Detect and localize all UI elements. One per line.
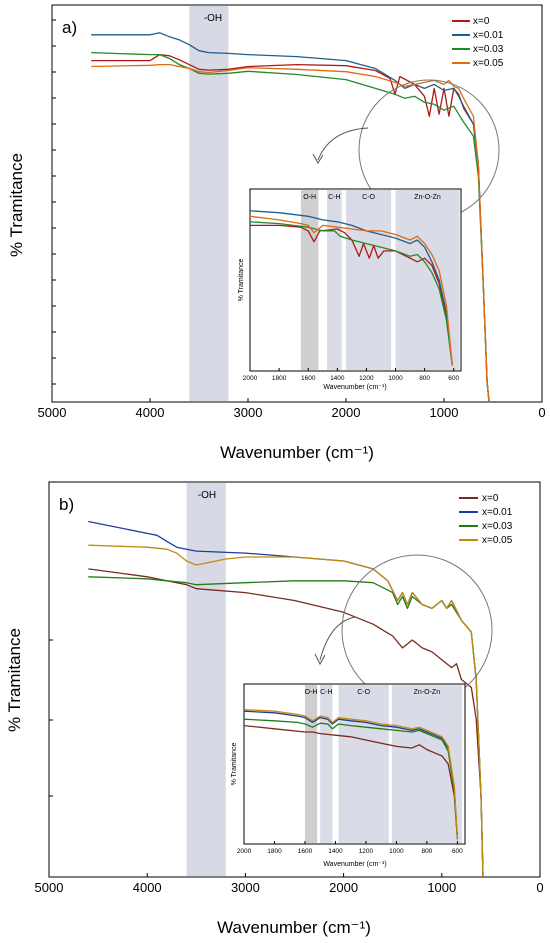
panel-b-inset-x-tick-label: 1600 [298,848,313,855]
panel-b-inset-series-lines [243,708,459,840]
panel-a-inset-ylabel: % Tramitance [238,258,245,301]
panel-b-x-tick-label: 4000 [133,880,162,895]
panel-b-oh-band [186,483,226,876]
panel-a-inset: O-H C-H C-O Zn-O-Zn 2000 1800 1600 1400 1200 100… [238,188,462,391]
panel-b-x-tick-label: 3000 [231,880,260,895]
panel-b-inset-series-line [243,724,459,840]
panel-a-inset-xlabel: Wavenumber (cm⁻¹) [323,384,386,391]
panel-b-label: b) [59,495,74,514]
panel-a-inset-band [300,190,319,370]
panel-a-inset-x-tick-label: 1000 [388,375,403,382]
panel-a-x-tick-label: 0 [538,405,545,420]
panel-b-x-tick-label: 2000 [329,880,358,895]
panel-b-series-line [88,568,484,878]
panel-a-zoom-arrowhead [312,153,324,164]
panel-b-inset-band [304,685,318,843]
panel-b-zoom-arrow [319,616,356,661]
panel-a-inset-ticks: 2000 1800 1600 1400 1200 1000 800 600 [243,368,460,382]
panel-a-inset-x-tick-label: 1600 [301,375,316,382]
panel-b-inset-band-label: C-H [320,689,332,696]
panel-a-x-tick-label: 3000 [234,405,263,420]
panel-b-x-tick-label: 0 [536,880,543,895]
panel-b-x-tick-label: 5000 [35,880,64,895]
panel-a-series-lines [91,32,490,403]
panel-a-ticks: 5000 4000 3000 2000 1000 0 [38,19,546,420]
panel-a-x-tick-label: 5000 [38,405,67,420]
panel-a-inset-x-tick-label: 600 [448,375,459,382]
panel-b-inset-x-tick-label: 600 [452,848,463,855]
legend-label-b-x001: x=0.01 [482,507,513,518]
panel-b-inset: O-H C-H C-O Zn-O-Zn 2000 1800 1600 1400 1200 100… [231,683,466,868]
panel-a-inset-x-tick-label: 1400 [330,375,345,382]
legend-label-b-x003: x=0.03 [482,521,513,532]
panel-a-series-line [91,32,490,403]
panel-a-inset-band-label: O-H [303,194,316,201]
panel-b-x-tick-label: 1000 [427,880,456,895]
panel-b-oh-band-label: -OH [198,490,216,501]
panel-a-inset-band-label: C-O [362,194,375,201]
panel-b-inset-x-tick-label: 1400 [328,848,343,855]
panel-b-inset-band [338,685,389,843]
panel-b-inset-band-label: O-H [305,689,318,696]
panel-b-inset-series-line [243,708,459,840]
panel-b-inset-ticks: 2000 1800 1600 1400 1200 1000 800 600 [237,841,463,855]
panel-a-x-tick-label: 1000 [430,405,459,420]
panel-a-inset-band-label: Zn-O-Zn [414,194,441,201]
panel-b: -OH b) 5000 4000 3000 2000 1000 0 x=0 x=0.01 … [5,481,544,937]
panel-a-inset-band-label: C-H [328,194,340,201]
panel-a-series-line [91,51,490,403]
panel-a-inset-series-line [249,215,453,366]
panel-a-inset-x-tick-label: 1200 [359,375,374,382]
panel-b-inset-x-tick-label: 1200 [359,848,374,855]
panel-b-ticks: 5000 4000 3000 2000 1000 0 [35,639,544,895]
panel-b-inset-series-line [243,710,459,840]
legend-label-x005: x=0.05 [473,58,504,69]
panel-b-inset-band-label: C-O [357,689,370,696]
panel-b-inset-band-label: Zn-O-Zn [414,689,441,696]
panel-a: -OH a) 5000 4000 3000 2000 1000 0 x=0 x=0.01 … [7,4,546,462]
panel-a-inset-series-line [249,210,453,366]
panel-a-legend: x=0 x=0.01 x=0.03 x=0.05 [452,16,504,69]
panel-b-series-line [88,544,484,878]
panel-a-series-line [91,53,490,403]
panel-b-inset-band [320,685,333,843]
panel-a-ylabel: % Tramitance [7,153,26,257]
legend-label-b-x0: x=0 [482,493,499,504]
legend-label-b-x005: x=0.05 [482,535,513,546]
panel-a-label: a) [62,18,77,37]
panel-b-inset-x-tick-label: 800 [421,848,432,855]
panel-a-oh-band-label: -OH [204,13,222,24]
panel-b-inset-ylabel: % Tramitance [231,742,238,785]
legend-label-x003: x=0.03 [473,44,504,55]
panel-b-inset-x-tick-label: 1800 [267,848,282,855]
panel-a-inset-band [346,190,392,370]
panel-a-series-line [91,63,490,403]
panel-b-series-lines [88,520,484,878]
panel-b-zoom-arrowhead [314,653,326,666]
panel-a-inset-x-tick-label: 800 [419,375,430,382]
panel-a-inset-x-tick-label: 1800 [272,375,287,382]
panel-b-inset-bands: O-H C-H C-O Zn-O-Zn [305,685,462,843]
panel-a-oh-band [189,6,229,401]
panel-b-inset-series-line [243,718,459,840]
panel-b-inset-x-tick-label: 1000 [389,848,404,855]
panel-b-inset-x-tick-label: 2000 [237,848,252,855]
legend-label-x0: x=0 [473,16,490,27]
panel-b-inset-xlabel: Wavenumber (cm⁻¹) [323,861,386,868]
panel-a-x-tick-label: 2000 [332,405,361,420]
panel-a-inset-series-lines [249,210,453,366]
panel-a-inset-series-line [250,224,453,366]
panel-a-zoom-arrow [317,127,369,161]
panel-b-xlabel: Wavenumber (cm⁻¹) [217,918,371,937]
panel-a-xlabel: Wavenumber (cm⁻¹) [220,443,374,462]
panel-b-legend: x=0 x=0.01 x=0.03 x=0.05 [459,493,513,546]
panel-a-inset-x-tick-label: 2000 [243,375,258,382]
legend-label-x001: x=0.01 [473,30,504,41]
panel-a-inset-band [327,190,342,370]
panel-a-x-tick-label: 4000 [136,405,165,420]
panel-b-ylabel: % Tramitance [5,628,24,732]
